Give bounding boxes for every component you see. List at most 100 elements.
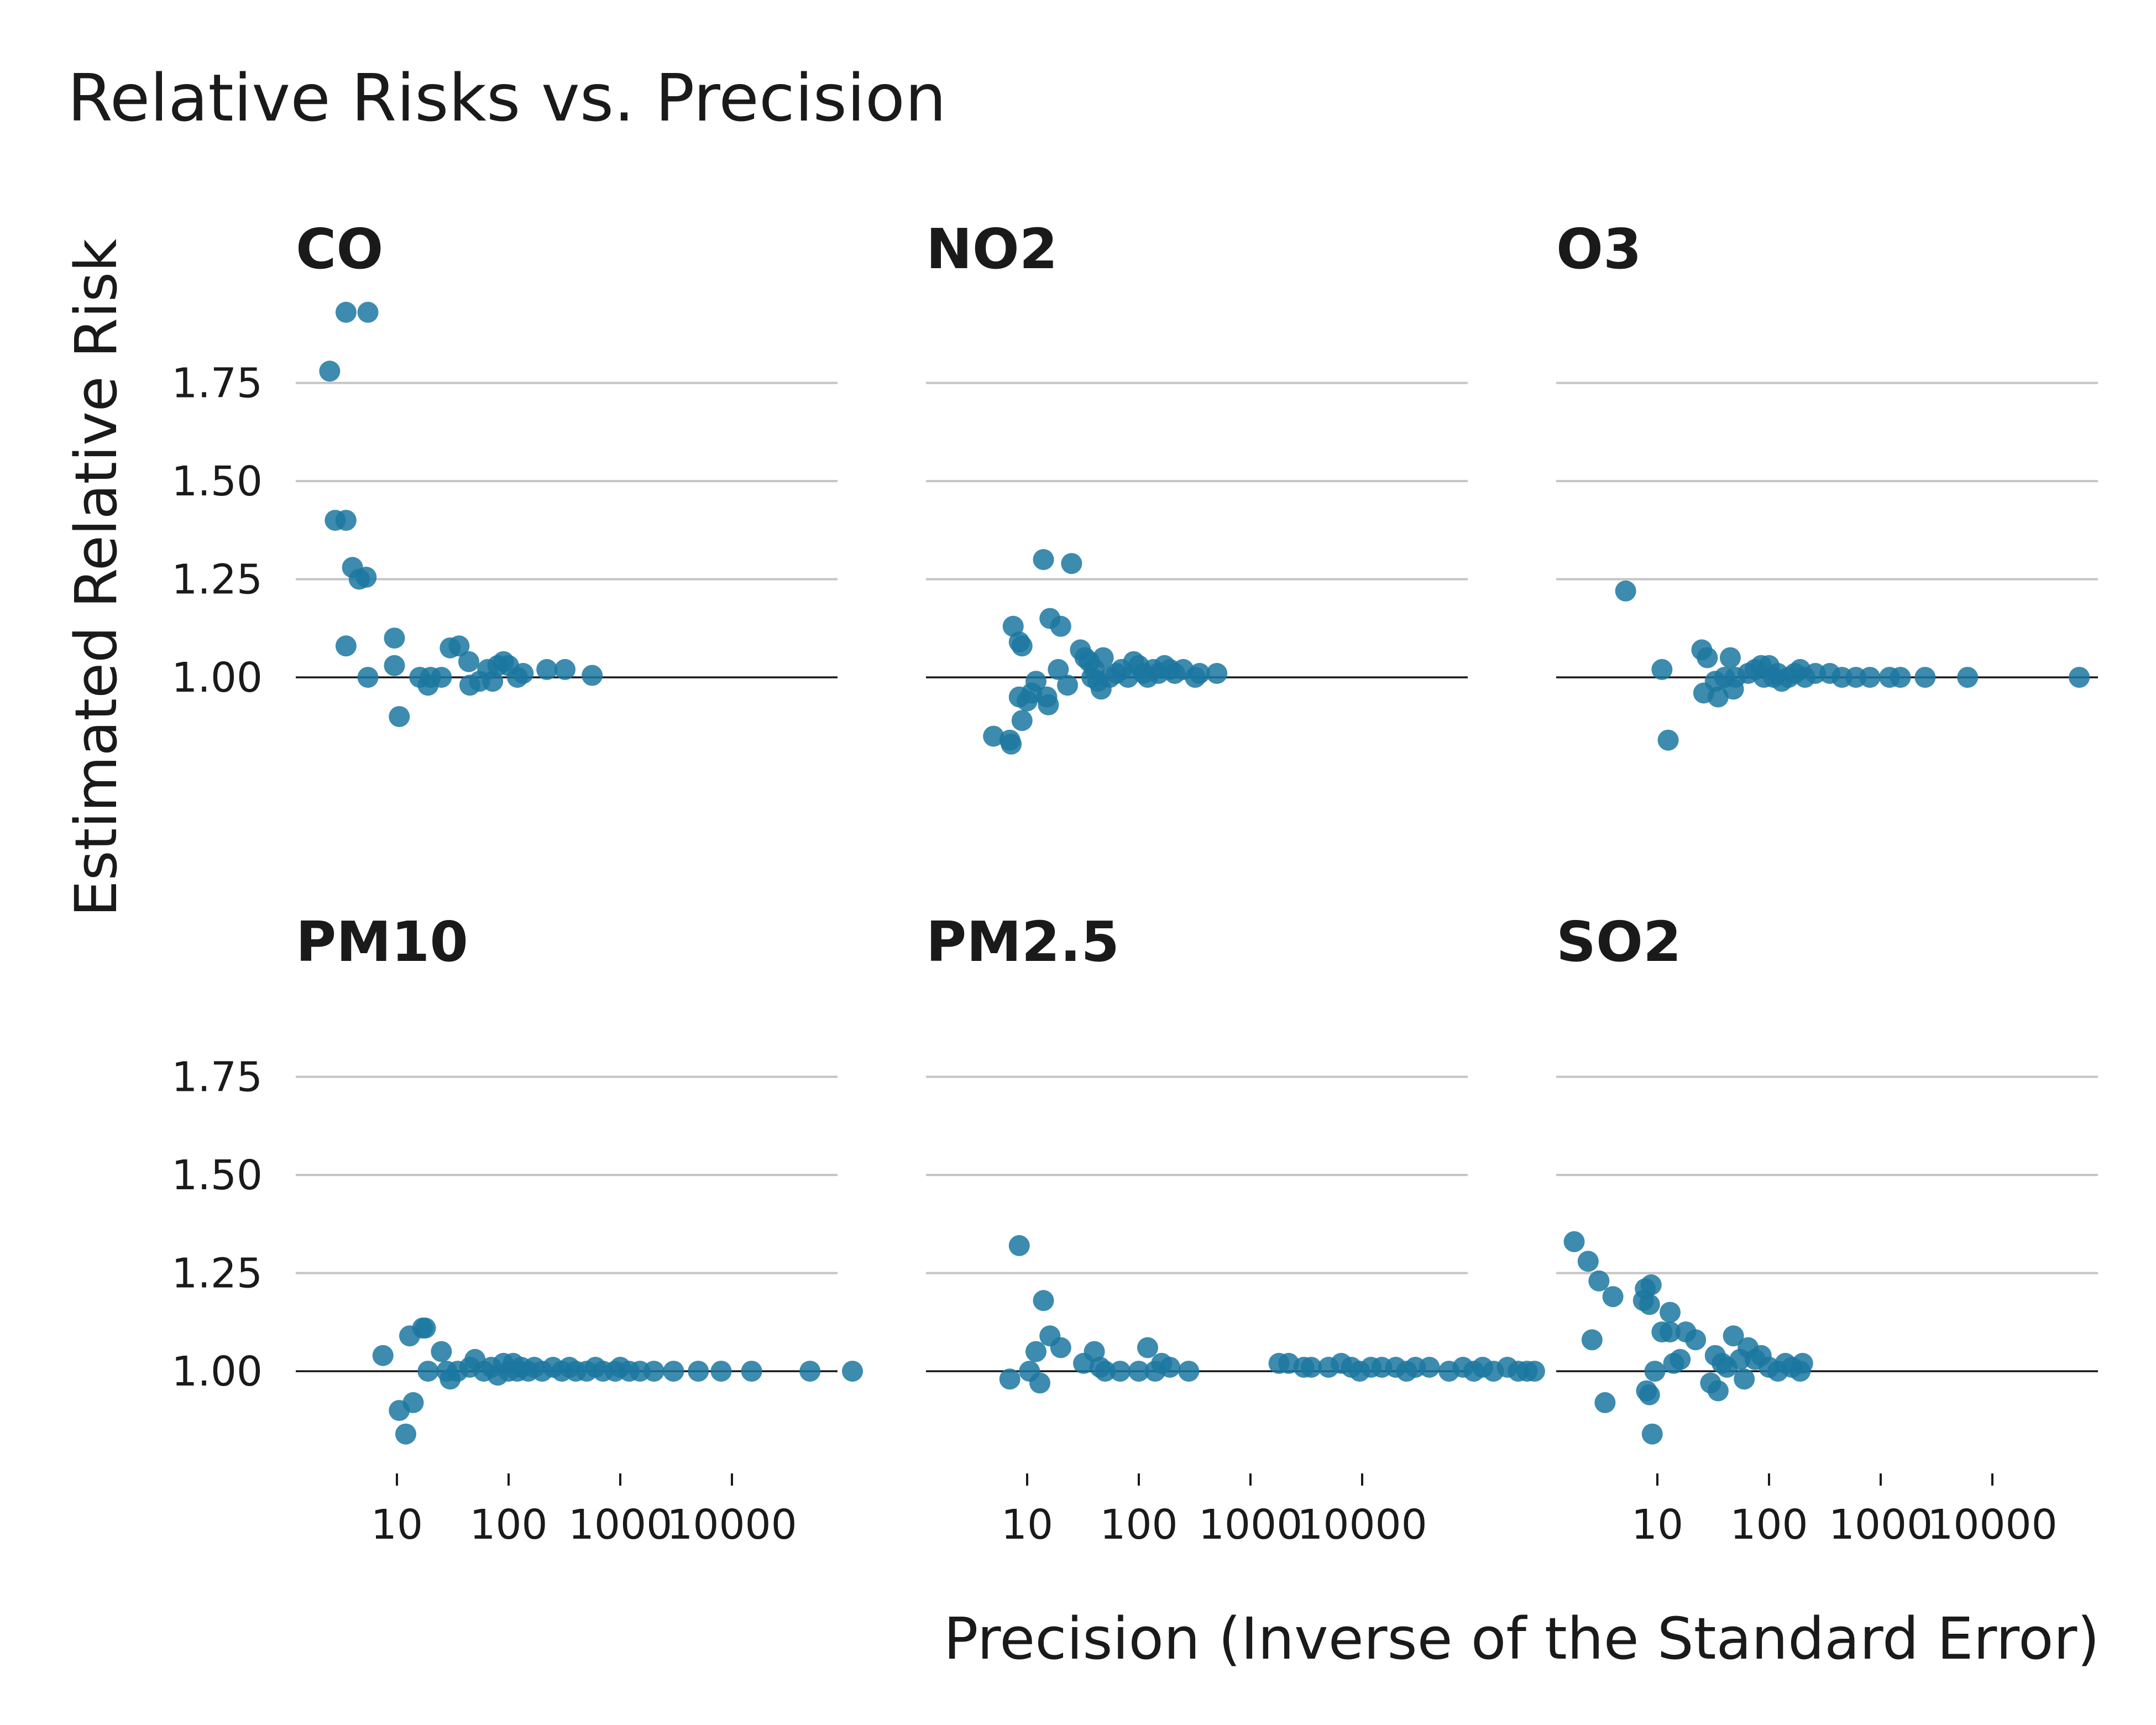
data-point [1657,729,1679,751]
x-tick-label: 1000 [1199,1501,1302,1549]
data-point [1300,1357,1322,1378]
data-point [983,725,1004,747]
data-point [395,1423,416,1445]
data-point [1189,663,1210,684]
data-point [1719,647,1741,668]
data-point [1524,1361,1545,1382]
data-point [1092,647,1114,668]
data-point [1792,1352,1813,1374]
data-point [1206,663,1228,684]
x-tick-label: 1000 [1829,1501,1933,1549]
data-point [357,667,379,688]
data-point [799,1361,821,1382]
data-point [389,706,410,728]
y-tick-label: 1.75 [171,360,263,407]
data-point [1723,1325,1744,1347]
data-point [431,667,452,688]
data-point [999,1368,1021,1390]
data-point [319,360,341,382]
data-point [458,651,479,672]
data-point [1594,1392,1616,1413]
data-point [1697,647,1718,668]
data-point [1914,667,1936,688]
data-point [335,510,357,531]
data-point [1025,1341,1046,1362]
x-tick-label: 100 [1730,1501,1808,1549]
data-point [1581,1329,1603,1351]
data-point [512,663,534,684]
y-tick-label: 1.50 [171,1152,263,1199]
y-tick-label: 1.25 [171,1250,263,1298]
data-point [1639,1384,1660,1405]
data-point [335,301,357,323]
chart-title: Relative Risks vs. Precision [67,60,946,136]
data-point [335,635,357,657]
x-tick-label: 10000 [1297,1501,1427,1549]
data-point [1178,1361,1200,1382]
data-point [1025,671,1046,692]
data-point [1137,1337,1158,1358]
data-point [1029,1372,1051,1394]
data-point [1957,667,1979,688]
panel-title: SO2 [1556,909,1682,974]
data-point [402,1392,424,1413]
data-point [741,1361,762,1382]
data-point [688,1361,709,1382]
data-point [384,628,405,649]
data-point [1033,549,1054,571]
panel-no2: NO2 [926,217,1468,755]
data-point [415,1318,436,1339]
data-point [643,1361,664,1382]
data-point [1038,694,1059,715]
data-point [1734,1368,1755,1390]
data-point [1890,667,1911,688]
data-point [355,567,377,588]
data-point [536,658,558,680]
x-tick-label: 100 [1100,1501,1178,1549]
data-point [1640,1274,1662,1295]
data-point [1651,658,1673,680]
panels-grid: CO 1.00 1.25 1.50 1.75 NO2 O3 PM10 1.00 1.25 1.50 1… [171,217,2098,1549]
data-point [1011,710,1033,731]
data-point [1639,1294,1660,1315]
data-point [1008,1235,1030,1256]
data-point [1670,1348,1691,1370]
data-point [1110,1361,1131,1382]
data-point [357,301,379,323]
data-point [554,658,576,680]
x-tick-label: 100 [469,1501,547,1549]
panel-co: CO 1.00 1.25 1.50 1.75 [171,217,838,728]
data-point [1128,1361,1149,1382]
y-tick-label: 1.00 [171,654,263,702]
data-point [448,635,470,657]
data-point [1011,635,1033,657]
data-point [1859,667,1881,688]
data-point [1033,1290,1054,1311]
data-point [663,1361,684,1382]
data-point [417,1361,439,1382]
data-point [1685,1329,1707,1351]
data-point [841,1361,863,1382]
data-point [1644,1361,1666,1382]
data-point [2069,667,2090,688]
x-tick-label: 10 [371,1501,423,1549]
data-point [1001,733,1022,755]
x-tick-label: 1000 [568,1501,672,1549]
data-point [1095,1361,1116,1382]
x-tick-label: 10000 [667,1501,797,1549]
data-point [582,665,603,686]
data-point [1419,1357,1440,1378]
y-axis-title: Estimated Relative Risk [62,239,130,917]
data-point [1602,1286,1624,1308]
x-tick-label: 10000 [1927,1501,2057,1549]
data-point [1660,1301,1681,1323]
data-point [372,1345,394,1366]
panel-o3: O3 [1556,217,2098,751]
data-point [1804,663,1826,684]
data-point [1048,658,1069,680]
x-tick-label: 10 [1001,1501,1053,1549]
data-point [384,655,405,676]
